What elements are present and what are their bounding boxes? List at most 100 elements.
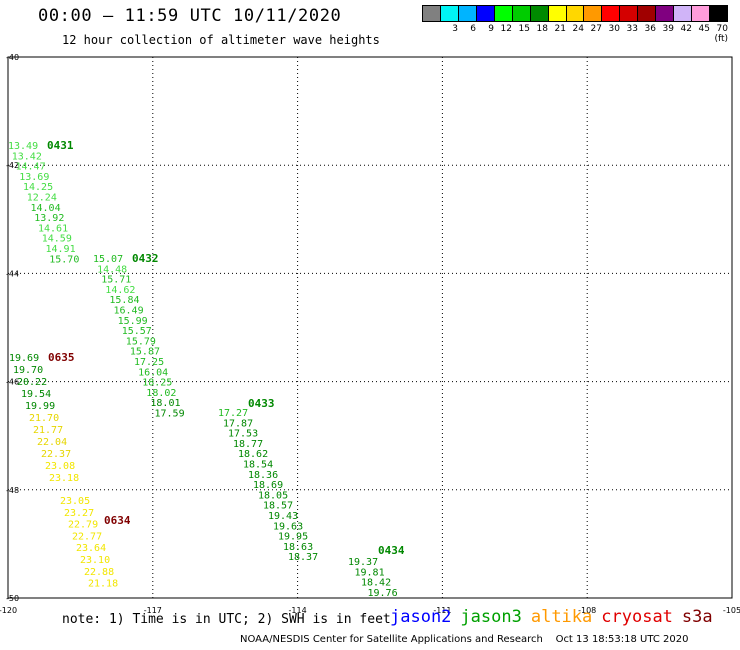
scale-label: 36 (644, 24, 656, 34)
scale-label: 70 (ft) (714, 24, 728, 44)
wave-height-label: 15.71 (101, 275, 131, 286)
wave-height-label: 17.25 (134, 357, 164, 368)
wave-height-label: 18.42 (361, 578, 391, 589)
pass-time-label: 0434 (378, 544, 405, 557)
scale-label: 27 (590, 24, 602, 34)
wave-height-label: 15.07 (93, 254, 123, 265)
wave-height-label: 21.18 (88, 579, 118, 590)
wave-height-label: 19.70 (13, 365, 43, 376)
wave-height-label: 19.43 (268, 511, 298, 522)
scale-label: 42 (680, 24, 692, 34)
wave-height-label: 18.01 (150, 398, 180, 409)
scale-swatch (494, 6, 513, 21)
scale-label: 6 (470, 24, 476, 34)
pass-time-label: 0433 (248, 397, 275, 410)
scale-label: 21 (554, 24, 566, 34)
scale-swatch (710, 6, 727, 21)
map-title: 00:00 – 11:59 UTC 10/11/2020 (38, 6, 342, 26)
scale-label: 33 (626, 24, 638, 34)
map-axis-labels: -120 -117 -114 -111 -108 -105 -40 -42 -44 -46 -48 -… (0, 53, 740, 615)
scale-label: 9 (488, 24, 494, 34)
scale-swatch (458, 6, 477, 21)
wave-height-label: 23.27 (64, 508, 94, 519)
wave-height-label: 15.70 (49, 254, 79, 265)
longitude-tick-label: -120 (0, 606, 17, 615)
wave-height-label: 23.08 (45, 461, 75, 472)
credit-line: NOAA/NESDIS Center for Satellite Applica… (240, 634, 689, 645)
scale-label: 39 (662, 24, 674, 34)
pass-0635: 19.6919.7020.2219.5419.9921.7021.7722.04… (9, 351, 79, 484)
pass-0431: 13.4913.4214.4713.6914.2512.2414.0413.92… (8, 139, 79, 265)
latitude-tick-label: -46 (6, 378, 19, 387)
pass-time-label: 0431 (47, 139, 74, 152)
scale-swatch (530, 6, 549, 21)
wave-height-label: 18.77 (233, 439, 263, 450)
scale-label: 30 (608, 24, 620, 34)
scale-swatch (440, 6, 459, 21)
wave-height-label: 18.02 (146, 388, 176, 399)
scale-swatch (692, 6, 710, 21)
wave-height-label: 14.48 (97, 264, 127, 275)
longitude-tick-label: -114 (289, 606, 307, 615)
wave-height-label: 18.69 (253, 480, 283, 491)
wave-height-label: 19.81 (355, 567, 385, 578)
wave-height-label: 13.92 (34, 213, 64, 224)
pass-0433: 17.2717.8717.5318.7718.6218.5418.3618.69… (218, 397, 318, 563)
latitude-tick-label: -40 (6, 53, 19, 62)
wave-height-label: 14.25 (23, 182, 53, 193)
latitude-tick-label: -50 (6, 594, 19, 603)
satellite-legend: jason2 jason3 altika cryosat s3a (390, 607, 722, 627)
wave-height-label: 18.54 (243, 460, 273, 471)
wave-height-label: 14.62 (105, 285, 135, 296)
wave-height-label: 21.77 (33, 425, 63, 436)
wave-height-label: 22.88 (84, 567, 114, 578)
longitude-tick-label: -105 (723, 606, 740, 615)
wave-height-label: 19.69 (9, 353, 39, 364)
wave-height-label: 18.63 (283, 542, 313, 553)
pass-0432: 15.0714.4815.7114.6215.8416.4915.9915.57… (93, 252, 185, 420)
wave-height-label: 20.22 (17, 377, 47, 388)
color-scale-swatches (422, 5, 728, 22)
wave-height-label: 15.87 (130, 347, 160, 358)
longitude-tick-label: -117 (144, 606, 162, 615)
pass-0634: 23.0523.2722.7922.7723.6423.1022.8821.18… (60, 496, 131, 590)
wave-height-label: 17.53 (228, 429, 258, 440)
scale-swatch (512, 6, 531, 21)
legend-jason2: jason2 (390, 607, 452, 627)
scale-swatch (638, 6, 657, 21)
scale-swatch (674, 6, 693, 21)
scale-label: 18 (536, 24, 548, 34)
wave-height-label: 14.91 (46, 244, 76, 255)
wave-height-label: 19.99 (25, 401, 55, 412)
wave-height-label: 18.25 (142, 378, 172, 389)
wave-height-label: 19.95 (278, 532, 308, 543)
scale-swatch (566, 6, 585, 21)
longitude-tick-label: -111 (433, 606, 451, 615)
scale-label: 12 (500, 24, 512, 34)
wave-height-label: 13.49 (8, 141, 38, 152)
wave-height-label: 16.04 (138, 367, 168, 378)
wave-height-label: 19.76 (368, 588, 398, 599)
wave-height-label: 13.69 (19, 172, 49, 183)
latitude-tick-label: -48 (6, 486, 19, 495)
pass-time-label: 0635 (48, 351, 75, 364)
wave-height-label: 17.87 (223, 418, 253, 429)
scale-label: 24 (572, 24, 584, 34)
map-frame (7, 56, 733, 599)
wave-height-label: 22.79 (68, 520, 98, 531)
scale-label: 45 (698, 24, 710, 34)
pass-time-label: 0634 (104, 514, 131, 527)
satellite-tracks: 13.4913.4214.4713.6914.2512.2414.0413.92… (8, 139, 405, 599)
wave-height-label: 23.05 (60, 496, 90, 507)
wave-height-label: 23.10 (80, 555, 110, 566)
wave-height-label: 13.42 (12, 151, 42, 162)
wave-height-label: 15.99 (118, 316, 148, 327)
wave-height-label: 15.57 (122, 326, 152, 337)
wave-height-color-scale: 3 6 9 12 15 18 21 24 27 30 33 36 39 42 45 70 (ft) (422, 5, 728, 44)
wave-height-label: 18.36 (248, 470, 278, 481)
wave-height-label: 14.59 (42, 234, 72, 245)
wave-height-label: 18.57 (263, 501, 293, 512)
scale-label: 15 (518, 24, 530, 34)
wave-height-label: 17.27 (218, 408, 248, 419)
